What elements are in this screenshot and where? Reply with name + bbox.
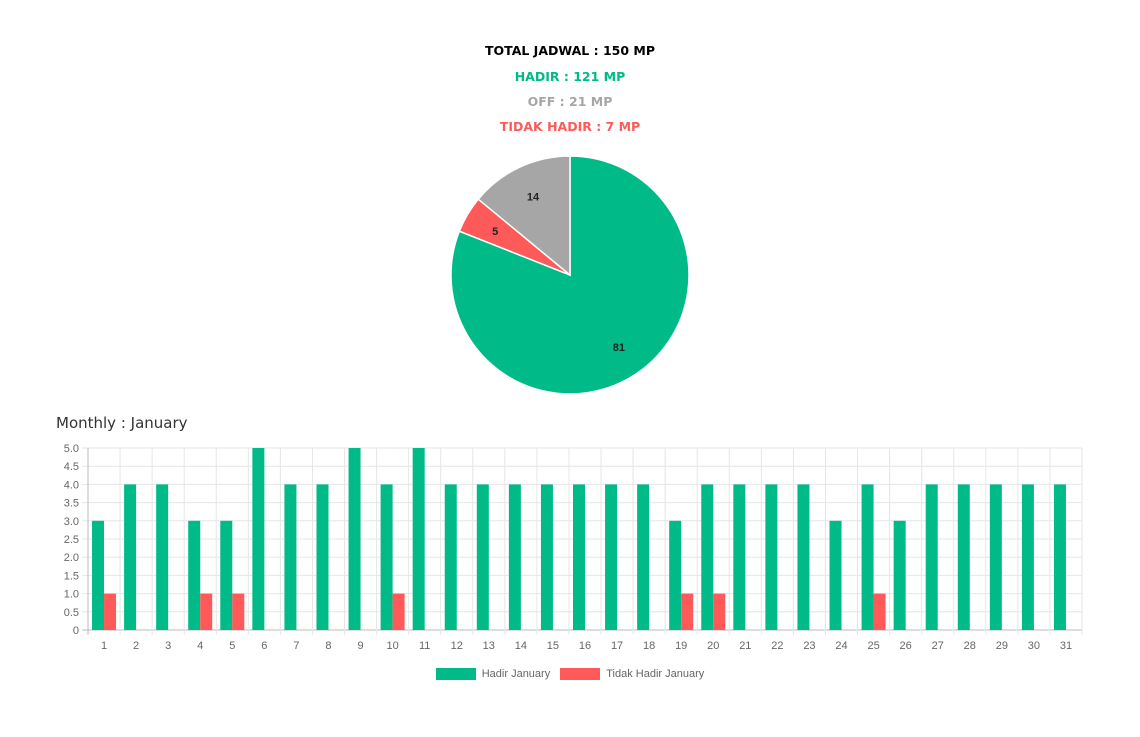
y-tick-label: 0.5: [64, 607, 79, 619]
x-tick-label: 4: [197, 640, 203, 652]
x-tick-label: 12: [451, 640, 463, 652]
x-tick-label: 15: [547, 640, 559, 652]
bar-hadir[interactable]: [733, 484, 746, 630]
bar-hadir[interactable]: [284, 484, 297, 630]
bar-hadir[interactable]: [573, 484, 585, 630]
x-tick-label: 27: [932, 640, 944, 652]
bar-hadir[interactable]: [669, 520, 682, 630]
pie-slice[interactable]: [477, 155, 571, 277]
summary-total: TOTAL JADWAL : 150 MP: [484, 43, 655, 58]
bar-hadir[interactable]: [957, 484, 970, 630]
x-tick-label: 14: [515, 640, 527, 652]
bar-hadir[interactable]: [156, 484, 169, 630]
x-tick-label: 11: [419, 640, 430, 652]
y-tick-label: 3.5: [64, 498, 79, 510]
legend-swatch-hadir: [435, 668, 476, 680]
y-tick-label: 0: [73, 625, 79, 637]
x-tick-label: 7: [293, 640, 299, 652]
y-tick-label: 2.5: [64, 534, 79, 546]
x-tick-label: 2: [133, 640, 139, 652]
legend-item-hadir[interactable]: Hadir January: [435, 668, 551, 680]
x-tick-label: 28: [964, 640, 976, 652]
bar-hadir[interactable]: [316, 484, 329, 630]
bar-hadir[interactable]: [989, 484, 1002, 630]
x-tick-label: 13: [483, 640, 495, 652]
y-tick-label: 3.0: [64, 516, 79, 528]
x-tick-label: 1: [101, 640, 107, 652]
bar-hadir[interactable]: [412, 448, 425, 630]
bar-hadir[interactable]: [925, 484, 938, 630]
bar-hadir[interactable]: [124, 484, 137, 630]
legend-label-tidak-hadir: Tidak Hadir January: [606, 668, 705, 680]
bar-hadir[interactable]: [861, 484, 874, 630]
attendance-pie-chart: 81 5 14: [450, 155, 690, 395]
bar-hadir[interactable]: [476, 484, 489, 630]
bar-hadir[interactable]: [1053, 484, 1066, 630]
x-tick-label: 21: [739, 640, 751, 652]
bar-tidak-hadir[interactable]: [200, 593, 213, 630]
bar-hadir[interactable]: [188, 520, 201, 630]
bar-hadir[interactable]: [92, 520, 105, 630]
bar-hadir[interactable]: [605, 484, 618, 630]
bar-tidak-hadir[interactable]: [392, 593, 405, 630]
x-tick-label: 22: [771, 640, 783, 652]
pie-slice[interactable]: [450, 155, 690, 395]
y-tick-label: 4.5: [64, 461, 79, 473]
y-tick-label: 1.0: [64, 589, 79, 601]
monthly-bar-chart: 00.51.01.52.02.53.03.54.04.55.01 2 3 4 5 6 7 8 9…: [64, 443, 1083, 652]
bar-tidak-hadir[interactable]: [713, 593, 726, 630]
x-tick-label: 9: [357, 640, 363, 652]
bar-tidak-hadir[interactable]: [873, 593, 886, 630]
bar-tidak-hadir[interactable]: [232, 593, 245, 630]
x-tick-label: 24: [835, 640, 847, 652]
legend-swatch-tidak-hadir: [560, 668, 601, 680]
x-tick-label: 18: [643, 640, 655, 652]
bar-tidak-hadir[interactable]: [104, 593, 117, 630]
x-tick-label: 19: [675, 640, 687, 652]
bar-hadir[interactable]: [829, 520, 842, 630]
bar-hadir[interactable]: [1021, 484, 1034, 630]
legend-item-tidak-hadir[interactable]: Tidak Hadir January: [560, 668, 704, 680]
x-tick-label: 25: [867, 640, 879, 652]
y-tick-label: 5.0: [64, 443, 79, 455]
x-tick-label: 10: [386, 640, 398, 652]
x-tick-label: 29: [996, 640, 1008, 652]
x-tick-label: 30: [1028, 640, 1040, 652]
x-tick-label: 20: [707, 640, 719, 652]
bar-hadir[interactable]: [508, 484, 521, 630]
summary-tidak-hadir: TIDAK HADIR : 7 MP: [499, 119, 641, 134]
x-tick-label: 16: [579, 640, 591, 652]
bar-hadir[interactable]: [252, 448, 265, 630]
summary-hadir: HADIR : 121 MP: [514, 69, 626, 84]
bar-hadir[interactable]: [637, 484, 650, 630]
bar-hadir[interactable]: [765, 484, 778, 630]
y-tick-label: 4.0: [64, 479, 79, 491]
pie-slice-label: 81: [613, 342, 625, 354]
chart-legend: Hadir January Tidak Hadir January: [0, 668, 1140, 680]
bar-hadir[interactable]: [893, 520, 906, 630]
x-tick-label: 31: [1060, 640, 1072, 652]
bar-hadir[interactable]: [540, 484, 553, 630]
legend-label-hadir: Hadir January: [481, 668, 551, 680]
bar-hadir[interactable]: [380, 484, 393, 630]
pie-slice-label: 5: [492, 226, 498, 238]
x-tick-label: 17: [611, 640, 623, 652]
x-tick-label: 8: [325, 640, 331, 652]
summary-off: OFF : 21 MP: [527, 94, 613, 109]
bar-hadir[interactable]: [220, 520, 233, 630]
bar-hadir[interactable]: [444, 484, 457, 630]
x-tick-label: 26: [900, 640, 912, 652]
x-tick-label: 5: [229, 640, 235, 652]
x-tick-label: 23: [803, 640, 815, 652]
bar-hadir[interactable]: [797, 484, 810, 630]
pie-slice-label: 14: [527, 191, 540, 203]
y-tick-label: 2.0: [64, 552, 79, 564]
bar-tidak-hadir[interactable]: [681, 593, 694, 630]
y-tick-label: 1.5: [64, 570, 79, 582]
x-tick-label: 3: [165, 640, 171, 652]
bar-hadir[interactable]: [348, 448, 361, 630]
bar-hadir[interactable]: [701, 484, 714, 630]
monthly-chart-title: Monthly : January: [56, 414, 188, 432]
x-tick-label: 6: [261, 640, 267, 652]
